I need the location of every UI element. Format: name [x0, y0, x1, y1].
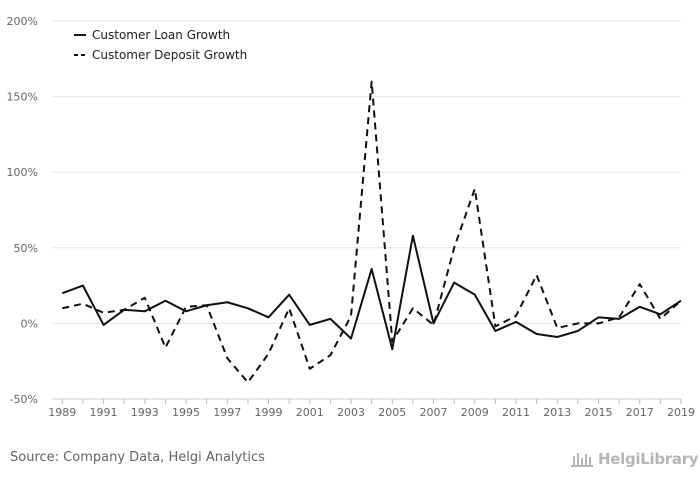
x-tick-label: 2019	[667, 406, 695, 419]
legend[interactable]: Customer Loan Growth Customer Deposit Gro…	[74, 28, 247, 62]
line-chart: -50% 0% 50% 100% 150% 200% 1989 1991 1993 1995 199…	[7, 15, 695, 419]
x-tick-label: 1993	[131, 406, 159, 419]
x-tick-label: 2015	[585, 406, 613, 419]
logo-text: HelgiLibrary	[598, 450, 699, 468]
x-tick-label: 2009	[461, 406, 489, 419]
x-tick-label: 2005	[378, 406, 406, 419]
series-line-deposit-growth	[62, 80, 682, 384]
y-tick-label: 50%	[14, 242, 38, 255]
x-tick-label: 2001	[296, 406, 324, 419]
x-tick-label: 1997	[213, 406, 241, 419]
legend-label: Customer Loan Growth	[92, 28, 230, 42]
x-tick-label: 2011	[502, 406, 530, 419]
library-building-icon	[571, 453, 593, 467]
x-tick-label: 2013	[543, 406, 571, 419]
x-tick-label: 1999	[255, 406, 283, 419]
source-note: Source: Company Data, Helgi Analytics	[10, 450, 265, 465]
x-tick-label: 1995	[172, 406, 200, 419]
x-tick-label: 1991	[90, 406, 118, 419]
x-tick-label: 2007	[420, 406, 448, 419]
helgi-library-logo[interactable]: HelgiLibrary	[570, 449, 699, 469]
y-tick-label: 0%	[21, 317, 38, 330]
x-tick-label: 2017	[626, 406, 654, 419]
axes: -50% 0% 50% 100% 150% 200% 1989 1991 1993 1995 199…	[7, 15, 695, 419]
y-tick-label: 100%	[7, 166, 38, 179]
y-tick-label: 200%	[7, 15, 38, 28]
series-line-loan-growth	[61, 234, 682, 351]
y-tick-label: 150%	[7, 91, 38, 104]
x-tick-label: 1989	[48, 406, 76, 419]
y-tick-label: -50%	[10, 393, 38, 406]
x-tick-label: 2003	[337, 406, 365, 419]
series-lines	[61, 80, 682, 384]
legend-label: Customer Deposit Growth	[92, 48, 247, 62]
grid-lines	[52, 20, 681, 324]
